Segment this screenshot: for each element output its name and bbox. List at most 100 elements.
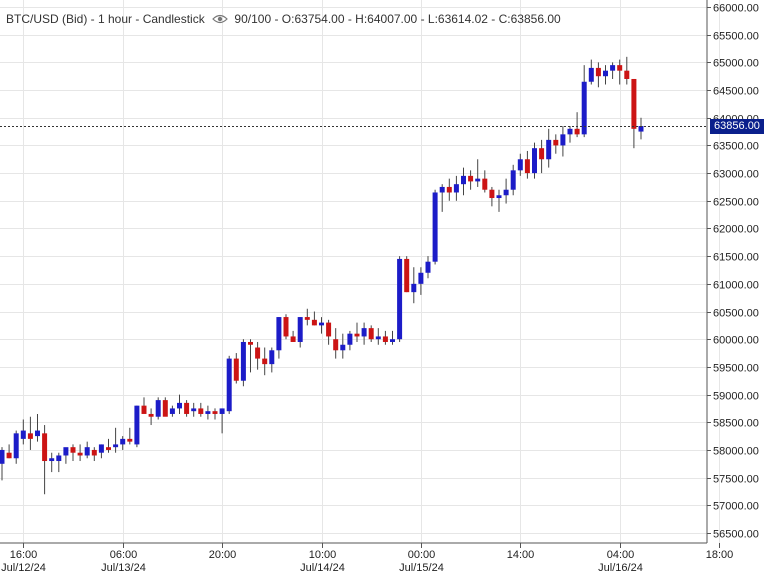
candle-body [120, 438, 126, 445]
candle-body [0, 449, 5, 464]
x-tick-time: 18:00 [706, 549, 734, 561]
candle-body [390, 339, 395, 342]
candle-body [212, 411, 218, 414]
candle-body [567, 128, 573, 135]
candle-body [446, 186, 452, 193]
candle-body [269, 350, 275, 365]
candle-body [354, 333, 360, 337]
candle-body [255, 347, 261, 359]
x-axis-band [0, 549, 768, 576]
x-tick-date: Jul/13/24 [101, 562, 146, 574]
candle-body [347, 333, 353, 345]
candle-body [297, 317, 303, 342]
candle-body [276, 317, 282, 351]
candle-body [510, 170, 516, 190]
y-tick-label: 60000.00 [713, 335, 759, 347]
candle-body [304, 317, 310, 320]
candle-body [290, 336, 296, 342]
candle-body [375, 336, 381, 340]
candle-body [617, 65, 623, 71]
candle-body [6, 452, 12, 459]
y-tick-label: 65000.00 [713, 58, 759, 70]
candle-body [155, 400, 161, 417]
candle-body [610, 65, 616, 71]
candle-body [397, 258, 403, 340]
y-tick-label: 66000.00 [713, 3, 759, 15]
candle-body [411, 283, 417, 293]
candle-body [248, 341, 253, 345]
candle-body [162, 400, 168, 417]
candle-body [532, 148, 537, 174]
y-tick-label: 65500.00 [713, 31, 759, 43]
y-tick-label: 64500.00 [713, 86, 759, 98]
candle-body [319, 322, 324, 326]
candle-body [368, 328, 374, 340]
x-tick-date: Jul/15/24 [399, 562, 444, 574]
x-tick-time: 06:00 [110, 549, 138, 561]
candle-body [219, 408, 225, 414]
candle-body [560, 134, 566, 146]
y-tick-label: 59000.00 [713, 391, 759, 403]
candle-body [226, 358, 232, 412]
x-tick-time: 00:00 [408, 549, 436, 561]
candle-body [574, 128, 580, 135]
x-tick-time: 04:00 [607, 549, 635, 561]
candle-body [42, 433, 48, 462]
candle-body [205, 411, 211, 414]
candle-body [233, 358, 239, 381]
candle-body [20, 430, 26, 439]
candle-body [595, 67, 601, 77]
chart-header: BTC/USD (Bid) - 1 hour - Candlestick 90/… [6, 11, 561, 26]
candle-body [382, 336, 388, 342]
candle-body [240, 341, 246, 381]
x-tick-date: Jul/16/24 [598, 562, 643, 574]
x-tick-time: 20:00 [209, 549, 237, 561]
candle-body [56, 455, 62, 462]
candle-body [340, 344, 346, 351]
x-tick-time: 10:00 [309, 549, 337, 561]
x-tick-date: Jul/12/24 [1, 562, 46, 574]
candle-body [191, 408, 197, 412]
y-tick-label: 63000.00 [713, 169, 759, 181]
candle-body [70, 447, 76, 453]
candle-body [326, 322, 332, 337]
candle-body [581, 81, 587, 135]
candle-body [177, 402, 182, 409]
eye-icon[interactable] [212, 14, 228, 24]
candle-body [546, 139, 552, 160]
candle-body [461, 175, 466, 185]
candle-body [418, 272, 424, 284]
candle-body [198, 408, 204, 414]
candle-body [35, 430, 40, 437]
candle-body [141, 405, 147, 414]
candle-body [333, 339, 339, 351]
candle-body [468, 175, 474, 182]
candle-body [27, 433, 33, 439]
ohlc-readout: - O:63754.00 - H:64007.00 - L:63614.02 -… [274, 11, 561, 26]
candle-body [262, 358, 268, 365]
candle-body [539, 148, 545, 160]
candle-body [311, 319, 317, 326]
candle-body [588, 67, 594, 82]
y-tick-label: 62500.00 [713, 197, 759, 209]
symbol-label: BTC/USD (Bid) - 1 hour - Candlestick [6, 11, 205, 26]
candle-body [98, 444, 104, 453]
y-tick-label: 57500.00 [713, 474, 759, 486]
y-tick-label: 56500.00 [713, 529, 759, 541]
candle-body [439, 186, 445, 193]
candle-body [517, 159, 523, 171]
x-tick-date: Jul/14/24 [300, 562, 345, 574]
y-tick-label: 58500.00 [713, 418, 759, 430]
candle-body [453, 184, 459, 193]
candle-body [84, 447, 90, 456]
candle-body [432, 192, 438, 262]
candle-body [496, 195, 502, 199]
candle-body [603, 70, 608, 77]
candle-body [77, 452, 83, 456]
x-tick-time: 16:00 [10, 549, 38, 561]
candle-body [503, 189, 509, 196]
candle-body [482, 178, 488, 190]
